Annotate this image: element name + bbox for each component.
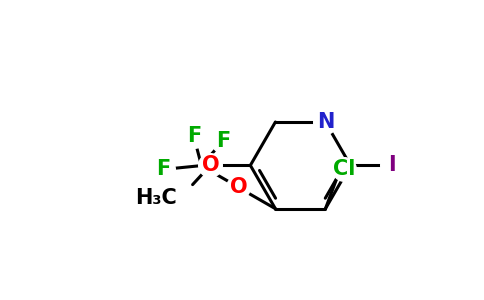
Text: N: N [317,112,334,132]
Text: I: I [388,155,396,176]
Text: F: F [216,131,230,151]
Text: F: F [156,159,170,179]
Text: O: O [229,177,247,197]
Text: H₃C: H₃C [136,188,177,208]
Text: Cl: Cl [333,159,355,179]
Text: F: F [187,126,201,146]
Text: O: O [201,155,219,176]
